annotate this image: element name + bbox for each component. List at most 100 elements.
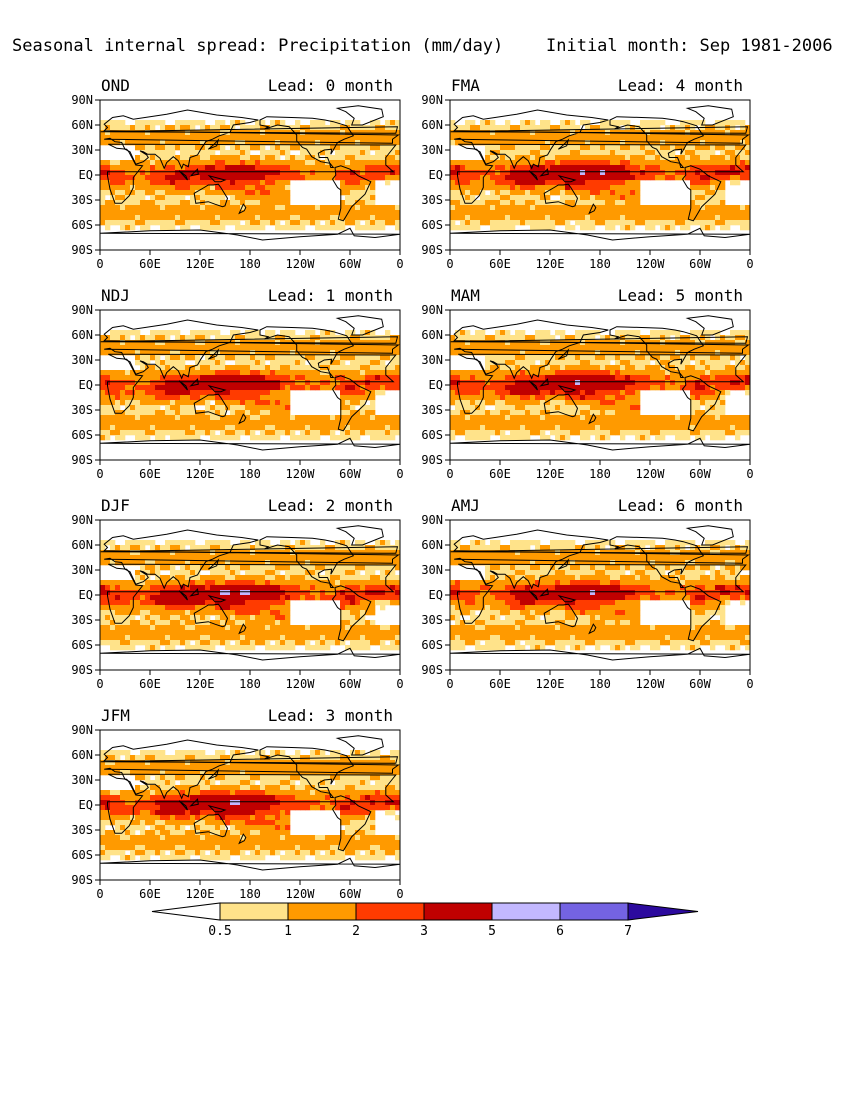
lon-tick-label: 0 [96,467,103,481]
coastline [450,126,749,134]
panel-lead-label: Lead: 1 month [268,286,393,305]
coastline [453,529,750,590]
precip-field [100,730,400,880]
coastline [207,138,220,150]
lat-tick-label: 60S [71,638,93,652]
coastline [207,174,227,183]
lat-tick-label: EQ [429,378,443,392]
precip-field [100,310,400,460]
coastline [331,795,372,852]
panel-season-label: NDJ [101,286,130,305]
precip-field [100,520,400,670]
lon-tick-label: 60W [339,257,361,271]
coastline [238,203,247,215]
coastline [207,384,227,393]
coastline [335,315,384,336]
coastline [178,590,188,601]
lat-tick-label: 90S [71,453,93,467]
coastline [100,756,399,764]
coastline [450,546,749,554]
lon-tick-label: 0 [746,467,753,481]
coastline [588,203,597,215]
coastline [100,546,399,554]
colorbar-segment [287,902,357,921]
coastline [557,594,577,603]
coastline [331,165,372,222]
lon-tick-label: 0 [96,677,103,691]
lat-tick-label: EQ [79,378,93,392]
coastline [543,393,579,418]
lat-tick-label: 90S [71,663,93,677]
coastline [189,168,199,177]
lat-tick-label: 30N [71,563,93,577]
coastline [681,375,722,432]
coastline [238,413,247,425]
coastline [178,380,188,391]
coastline [457,353,747,414]
lon-tick-label: 120E [186,887,215,901]
lat-tick-label: EQ [79,168,93,182]
lat-tick-label: 30N [421,143,443,157]
coastline [178,800,188,811]
coastline [100,857,400,871]
colorbar-segment [219,902,289,921]
precip-field [450,310,750,460]
precip-field [100,100,400,250]
panel-lead-label: Lead: 4 month [618,76,743,95]
colorbar-level-label: 7 [624,924,632,939]
coastline [107,563,397,624]
lat-tick-label: 90N [71,93,93,107]
coastline [100,336,399,344]
lon-tick-label: 120E [186,467,215,481]
coastline [539,378,549,387]
lat-tick-label: 90S [421,243,443,257]
colorbar-level-label: 3 [420,924,428,939]
lon-tick-label: 0 [396,257,403,271]
coastline [453,109,750,170]
coastline [100,227,400,241]
lon-tick-label: 0 [96,887,103,901]
panel-season-label: AMJ [451,496,480,515]
coastline [557,348,570,360]
lat-tick-label: EQ [79,588,93,602]
colorbar-segment [423,902,493,921]
lat-tick-label: EQ [79,798,93,812]
lat-tick-label: 30N [71,143,93,157]
coastline [207,594,227,603]
colorbar-high-arrow [627,902,699,921]
coastline [107,773,397,834]
colorbar-segment [491,902,561,921]
coastline [193,393,229,418]
lon-tick-label: 0 [446,677,453,691]
panel-season-label: JFM [101,706,130,725]
lon-tick-label: 180 [589,257,611,271]
lon-tick-label: 120W [636,677,666,691]
coastline [335,105,384,126]
lon-tick-label: 0 [396,467,403,481]
lat-tick-label: EQ [429,588,443,602]
figure-title: Seasonal internal spread: Precipitation … [12,36,503,56]
coastline [609,536,705,588]
coastline [107,353,397,414]
lat-tick-label: 30N [421,353,443,367]
lat-tick-label: 60N [421,328,443,342]
lat-tick-label: 90N [71,303,93,317]
lon-tick-label: 120E [536,257,565,271]
coastline [331,585,372,642]
coastline [681,165,722,222]
lat-tick-label: 90S [421,663,443,677]
coastline [609,326,705,378]
panel-season-label: MAM [451,286,480,305]
coastline [450,437,750,451]
lon-tick-label: 180 [239,677,261,691]
coastline [685,105,734,126]
colorbar: 0.5 1 2 3 5 6 7 [151,902,699,939]
lon-tick-label: 0 [96,257,103,271]
